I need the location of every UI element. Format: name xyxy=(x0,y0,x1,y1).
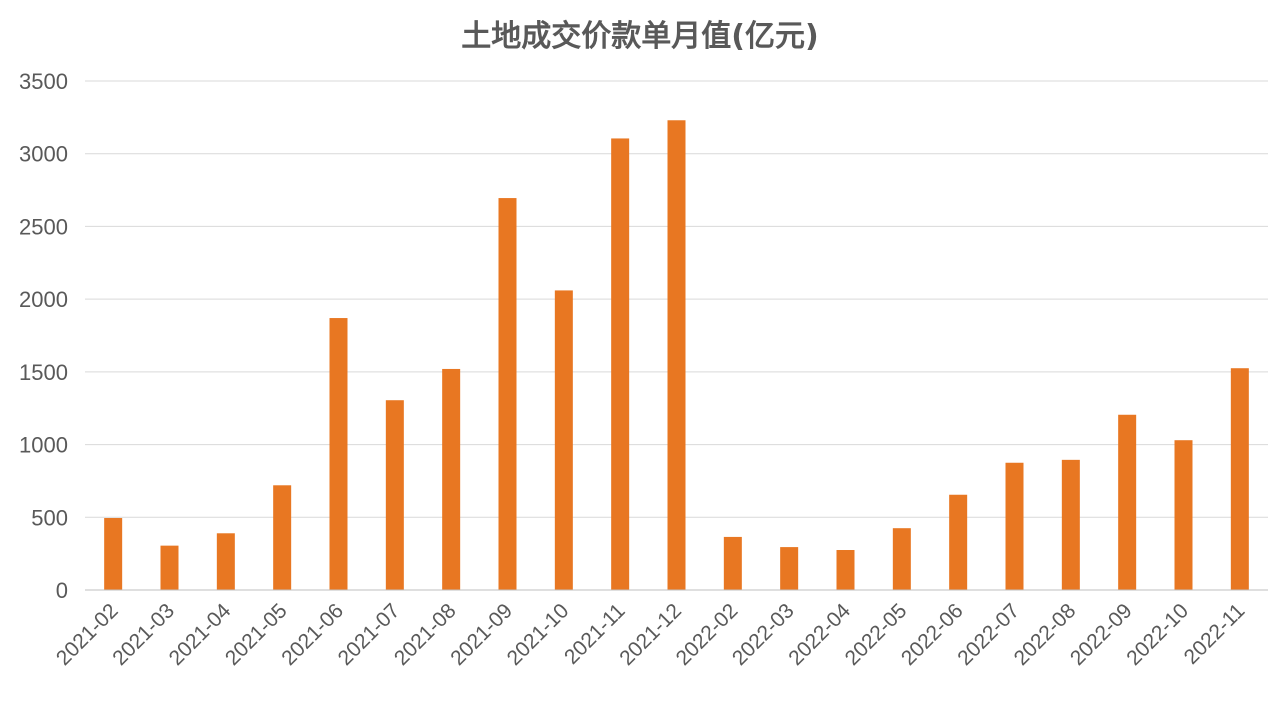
y-tick-label: 3000 xyxy=(19,142,68,167)
x-tick-label: 2022-10 xyxy=(1122,599,1193,670)
y-tick-label: 1500 xyxy=(19,360,68,385)
bar xyxy=(273,485,292,590)
bar xyxy=(780,547,799,590)
x-tick-label: 2021-07 xyxy=(334,599,405,670)
y-tick-label: 500 xyxy=(31,505,68,530)
bars xyxy=(104,120,1249,591)
x-tick-label: 2021-08 xyxy=(390,599,461,670)
bar xyxy=(611,138,630,591)
bar xyxy=(1174,440,1193,590)
bar xyxy=(1061,459,1080,590)
x-tick-label: 2021-04 xyxy=(165,599,236,670)
x-axis-ticks: 2021-022021-032021-042021-052021-062021-… xyxy=(52,599,1249,670)
x-tick-label: 2021-12 xyxy=(615,599,686,670)
x-tick-label: 2021-03 xyxy=(108,599,179,670)
y-axis-ticks: 0 500 1000 1500 2000 2500 3000 3500 xyxy=(19,69,68,603)
x-tick-label: 2022-06 xyxy=(897,599,968,670)
y-tick-label: 3500 xyxy=(19,69,68,94)
bar xyxy=(949,494,968,590)
bar xyxy=(667,120,686,590)
bar xyxy=(498,198,517,590)
chart-title: 土地成交价款单月值(亿元) xyxy=(461,19,818,54)
bar xyxy=(836,550,855,590)
bar xyxy=(442,368,461,590)
x-tick-label: 2021-02 xyxy=(52,599,123,670)
bar xyxy=(329,318,348,590)
bar xyxy=(216,533,235,590)
bar xyxy=(104,518,123,590)
y-tick-label: 2500 xyxy=(19,214,68,239)
x-tick-label: 2022-04 xyxy=(784,599,855,670)
x-tick-label: 2022-05 xyxy=(841,599,912,670)
x-tick-label: 2021-09 xyxy=(446,599,517,670)
x-tick-label: 2021-05 xyxy=(221,599,292,670)
bar xyxy=(160,545,179,590)
y-tick-label: 1000 xyxy=(19,433,68,458)
y-tick-label: 0 xyxy=(56,578,68,603)
x-tick-label: 2022-08 xyxy=(1010,599,1081,670)
bar xyxy=(1230,368,1249,590)
y-tick-label: 2000 xyxy=(19,287,68,312)
bar xyxy=(385,400,404,590)
x-tick-label: 2022-02 xyxy=(672,599,743,670)
x-tick-label: 2021-10 xyxy=(503,599,574,670)
bar xyxy=(723,536,742,590)
bar xyxy=(1118,414,1137,590)
bar xyxy=(1005,462,1024,590)
x-tick-label: 2021-06 xyxy=(277,599,348,670)
x-tick-label: 2022-11 xyxy=(1180,599,1250,669)
bar xyxy=(554,290,573,590)
x-tick-label: 2022-09 xyxy=(1066,599,1137,670)
x-tick-label: 2022-07 xyxy=(953,599,1024,670)
x-tick-label: 2022-03 xyxy=(728,599,799,670)
bar xyxy=(892,528,911,590)
